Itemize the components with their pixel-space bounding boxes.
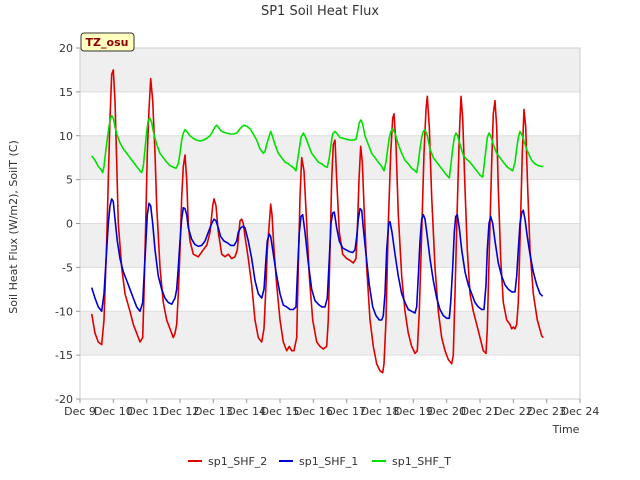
- y-tick-label: 0: [66, 218, 73, 231]
- background-band: [80, 48, 580, 92]
- x-tick-label: Dec 9: [64, 405, 96, 418]
- x-tick-label: Dec 15: [261, 405, 300, 418]
- legend-item-sp1_SHF_T: sp1_SHF_T: [372, 455, 451, 468]
- x-tick-label: Dec 22: [494, 405, 533, 418]
- x-tick-label: Dec 20: [427, 405, 466, 418]
- site-badge-label: TZ_osu: [86, 36, 129, 49]
- x-tick-label: Dec 13: [194, 405, 233, 418]
- y-tick-label: -15: [55, 349, 73, 362]
- x-tick-label: Dec 24: [561, 405, 600, 418]
- series-line-sp1_SHF_1: [90, 198, 544, 321]
- x-tick-label: Dec 21: [461, 405, 500, 418]
- x-tick-label: Dec 16: [294, 405, 333, 418]
- x-tick-label: Dec 11: [127, 405, 166, 418]
- x-tick-label: Dec 18: [361, 405, 400, 418]
- y-tick-label: -5: [62, 261, 73, 274]
- y-axis-ticks: -20 -15 -10 -5 0 5 10 15 20: [55, 42, 80, 406]
- x-tick-label: Dec 12: [161, 405, 200, 418]
- y-tick-label: 15: [59, 86, 73, 99]
- legend-item-sp1_SHF_1: sp1_SHF_1: [279, 455, 358, 468]
- x-tick-label: Dec 14: [227, 405, 266, 418]
- y-tick-label: 5: [66, 174, 73, 187]
- x-tick-label: Dec 23: [527, 405, 566, 418]
- legend-label: sp1_SHF_1: [299, 455, 358, 468]
- series-lines: [90, 69, 544, 374]
- x-tick-label: Dec 10: [94, 405, 133, 418]
- y-tick-label: 10: [59, 130, 73, 143]
- x-tick-label: Dec 17: [327, 405, 366, 418]
- x-tick-label: Dec 19: [394, 405, 433, 418]
- chart-title: SP1 Soil Heat Flux: [261, 4, 379, 19]
- background-band: [80, 311, 580, 356]
- site-badge-box: [80, 32, 135, 52]
- y-tick-label: -10: [55, 305, 73, 318]
- legend-label: sp1_SHF_2: [208, 455, 267, 468]
- series-line-sp1_SHF_T: [91, 114, 544, 179]
- series-line-sp1_SHF_2: [90, 69, 544, 374]
- y-axis-label: Soil Heat Flux (W/m2), SoilT (C): [7, 140, 20, 313]
- y-tick-label: 20: [59, 42, 73, 55]
- legend: sp1_SHF_2 sp1_SHF_1 sp1_SHF_T: [188, 455, 451, 468]
- legend-label: sp1_SHF_T: [392, 455, 451, 468]
- y-tick-label: -20: [55, 393, 73, 406]
- site-badge: TZ_osu: [80, 32, 135, 52]
- x-axis-label: Time: [552, 423, 580, 436]
- legend-item-sp1_SHF_2: sp1_SHF_2: [188, 455, 267, 468]
